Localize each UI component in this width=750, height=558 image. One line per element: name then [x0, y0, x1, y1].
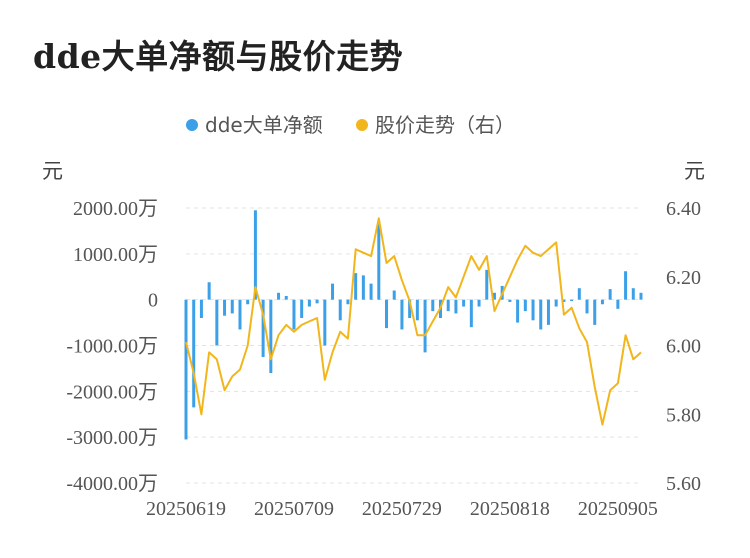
bar — [585, 299, 589, 314]
bar — [639, 292, 643, 300]
bar — [562, 299, 566, 302]
line-series — [185, 217, 642, 426]
right-unit-label: 元 — [684, 159, 705, 183]
bar — [223, 299, 227, 316]
bar — [338, 299, 342, 321]
bar — [323, 299, 327, 346]
right-tick-label: 6.40 — [666, 198, 701, 220]
bar — [593, 299, 597, 325]
bar — [608, 289, 612, 300]
bar — [423, 299, 427, 353]
bar — [392, 290, 396, 300]
bar — [192, 299, 196, 408]
bar — [261, 299, 265, 357]
left-tick-label: -4000.00万 — [66, 473, 158, 495]
left-tick-label: 0 — [148, 290, 158, 312]
bar — [485, 269, 489, 300]
left-tick-label: 1000.00万 — [73, 244, 158, 266]
x-tick-label: 20250729 — [362, 498, 442, 520]
chart-title: dde大单净额与股价走势 — [33, 37, 404, 76]
bar — [246, 299, 250, 305]
bar — [199, 299, 203, 318]
bar — [624, 271, 628, 300]
bar — [300, 299, 304, 318]
legend-marker — [356, 119, 368, 131]
bar — [546, 299, 550, 325]
bar — [284, 296, 288, 300]
bar — [516, 299, 520, 323]
bar — [354, 273, 358, 300]
bar — [238, 299, 242, 330]
bar — [415, 299, 419, 321]
axes: 2000.00万 1000.00万 0 -1000.00万 -2000.00万 -3000… — [42, 159, 705, 520]
bar — [207, 282, 211, 300]
bar — [431, 299, 435, 312]
bar — [408, 299, 412, 318]
left-tick-label: -2000.00万 — [66, 381, 158, 403]
bar — [215, 299, 219, 346]
bar — [307, 299, 311, 307]
bar — [331, 283, 335, 300]
right-tick-label: 5.80 — [666, 404, 701, 426]
bar — [346, 299, 350, 305]
left-tick-label: 2000.00万 — [73, 198, 158, 220]
bar — [539, 299, 543, 330]
bar — [230, 299, 234, 314]
bar — [361, 275, 365, 300]
bar-series — [184, 210, 643, 440]
bar — [277, 292, 281, 300]
price-line — [185, 217, 642, 426]
bar — [400, 299, 404, 330]
bar — [385, 299, 389, 329]
bar — [508, 299, 512, 302]
bar — [554, 299, 558, 307]
bar — [577, 288, 581, 300]
bar — [446, 299, 450, 312]
left-unit-label: 元 — [42, 159, 63, 183]
bar — [292, 299, 296, 330]
bar — [315, 299, 319, 304]
bar — [600, 299, 604, 305]
legend-label: 股价走势（右） — [375, 113, 515, 137]
bar — [377, 221, 381, 300]
legend-label: dde大单净额 — [205, 113, 323, 137]
right-tick-label: 6.20 — [666, 267, 701, 289]
bar — [369, 283, 373, 300]
bar — [492, 292, 496, 300]
bar — [570, 299, 574, 302]
bar — [253, 210, 257, 300]
bar — [523, 299, 527, 312]
right-tick-label: 5.60 — [666, 473, 701, 495]
x-tick-label: 20250619 — [146, 498, 226, 520]
left-tick-label: -3000.00万 — [66, 427, 158, 449]
right-tick-label: 6.00 — [666, 336, 701, 358]
left-tick-label: -1000.00万 — [66, 336, 158, 358]
bar — [269, 299, 273, 373]
legend-marker — [186, 119, 198, 131]
bar — [462, 299, 466, 307]
bar — [616, 299, 620, 309]
legend: dde大单净额 股价走势（右） — [186, 113, 515, 137]
bar — [454, 299, 458, 314]
bar — [469, 299, 473, 328]
bar — [531, 299, 535, 321]
x-tick-label: 20250709 — [254, 498, 334, 520]
x-tick-label: 20250905 — [578, 498, 658, 520]
bar — [184, 299, 188, 440]
x-tick-label: 20250818 — [470, 498, 550, 520]
bar — [631, 288, 635, 300]
bar — [477, 299, 481, 307]
